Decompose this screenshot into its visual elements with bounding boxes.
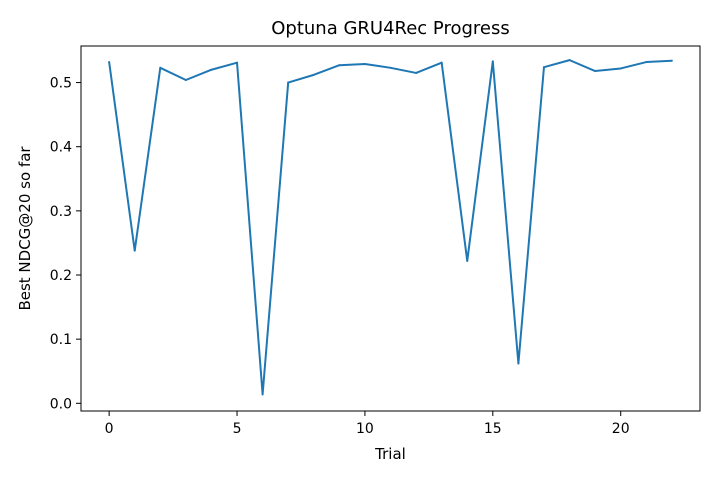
data-point bbox=[491, 60, 494, 63]
plot-frame bbox=[80, 45, 701, 412]
data-point bbox=[389, 66, 392, 69]
data-point bbox=[338, 64, 341, 67]
data-point bbox=[363, 62, 366, 65]
data-point bbox=[210, 68, 213, 71]
data-point bbox=[568, 59, 571, 62]
data-point bbox=[440, 61, 443, 64]
data-point bbox=[645, 61, 648, 64]
y-tick-label: 0.1 bbox=[50, 332, 72, 348]
data-point bbox=[184, 79, 187, 81]
data-point bbox=[236, 61, 239, 64]
data-point bbox=[312, 73, 315, 76]
data-point bbox=[594, 70, 597, 73]
data-point bbox=[261, 393, 264, 396]
data-point bbox=[466, 259, 469, 262]
x-tick-label: 0 bbox=[105, 421, 114, 437]
y-tick-label: 0.2 bbox=[50, 268, 72, 284]
x-axis-label: Trial bbox=[374, 445, 406, 463]
x-tick-label: 20 bbox=[612, 421, 630, 437]
data-point bbox=[415, 71, 418, 74]
y-axis-ticks: 0.0 0.1 0.2 0.3 0.4 0.5 bbox=[50, 76, 81, 412]
data-point bbox=[108, 61, 111, 64]
data-point bbox=[517, 362, 520, 365]
y-tick-label: 0.3 bbox=[50, 204, 72, 220]
plot-area bbox=[108, 59, 673, 396]
data-point bbox=[619, 67, 622, 70]
series-line bbox=[108, 59, 672, 396]
data-point bbox=[542, 66, 545, 69]
data-point bbox=[159, 66, 162, 69]
data-point bbox=[287, 81, 290, 84]
y-tick-label: 0.5 bbox=[50, 76, 72, 92]
y-axis-label: Best NDCG@20 so far bbox=[16, 146, 34, 311]
y-tick-label: 0.0 bbox=[50, 396, 72, 412]
data-point bbox=[133, 249, 136, 252]
x-tick-label: 10 bbox=[356, 421, 374, 437]
x-tick-label: 5 bbox=[233, 421, 242, 437]
y-tick-label: 0.4 bbox=[50, 140, 72, 156]
data-point bbox=[670, 59, 673, 62]
x-tick-label: 15 bbox=[484, 421, 502, 437]
x-axis-ticks: 0 5 10 15 20 bbox=[105, 411, 630, 437]
chart-title: Optuna GRU4Rec Progress bbox=[271, 18, 510, 39]
